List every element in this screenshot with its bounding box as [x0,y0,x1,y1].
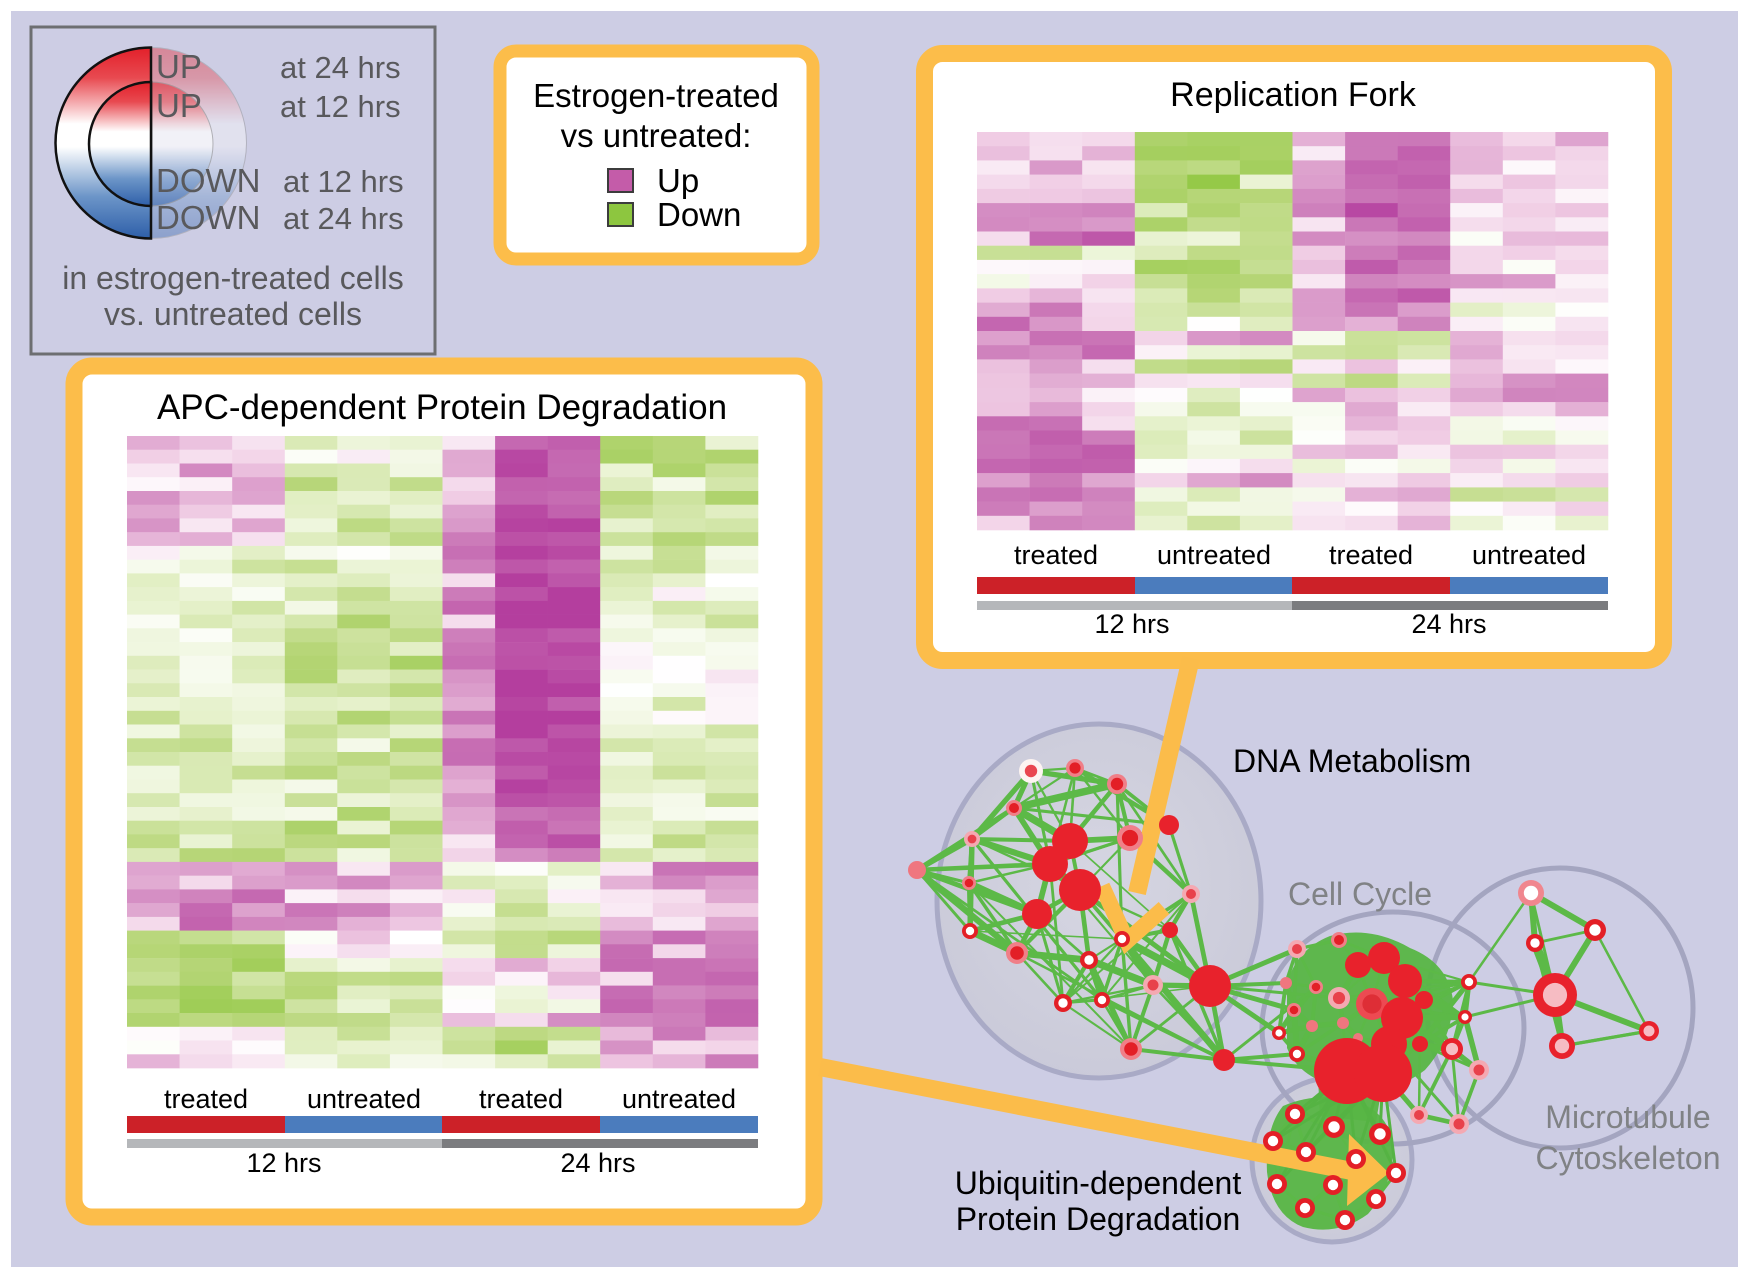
svg-text:treated: treated [1329,540,1413,570]
svg-text:Replication Fork: Replication Fork [1170,76,1417,114]
svg-text:24 hrs: 24 hrs [560,1148,635,1178]
svg-text:treated: treated [479,1084,563,1114]
svg-text:DOWN: DOWN [156,199,260,236]
svg-text:12 hrs: 12 hrs [246,1148,321,1178]
svg-text:untreated: untreated [1157,540,1271,570]
svg-text:DOWN: DOWN [156,162,260,199]
svg-text:at 12 hrs: at 12 hrs [283,164,404,199]
svg-text:DNA Metabolism: DNA Metabolism [1233,743,1471,779]
svg-text:UP: UP [156,48,202,85]
svg-text:Down: Down [657,196,741,233]
svg-text:12 hrs: 12 hrs [1094,609,1169,639]
svg-text:Estrogen-treated: Estrogen-treated [533,77,779,114]
svg-text:untreated: untreated [1472,540,1586,570]
svg-text:untreated: untreated [622,1084,736,1114]
svg-text:Up: Up [657,162,699,199]
svg-text:untreated: untreated [307,1084,421,1114]
svg-text:Cell Cycle: Cell Cycle [1288,876,1432,912]
svg-text:Microtubule: Microtubule [1545,1099,1710,1135]
svg-text:treated: treated [1014,540,1098,570]
svg-text:at 12 hrs: at 12 hrs [280,89,401,124]
svg-text:at 24 hrs: at 24 hrs [283,201,404,236]
svg-text:24 hrs: 24 hrs [1411,609,1486,639]
svg-text:vs untreated:: vs untreated: [561,117,752,154]
svg-text:UP: UP [156,87,202,124]
svg-text:at 24 hrs: at 24 hrs [280,50,401,85]
svg-text:Cytoskeleton: Cytoskeleton [1536,1140,1721,1176]
svg-text:Ubiquitin-dependent: Ubiquitin-dependent [955,1165,1242,1201]
svg-text:vs. untreated cells: vs. untreated cells [104,296,362,332]
svg-text:APC-dependent Protein Degradat: APC-dependent Protein Degradation [157,388,727,427]
svg-text:Protein Degradation: Protein Degradation [956,1201,1241,1237]
svg-text:in estrogen-treated cells: in estrogen-treated cells [62,260,404,296]
svg-text:treated: treated [164,1084,248,1114]
